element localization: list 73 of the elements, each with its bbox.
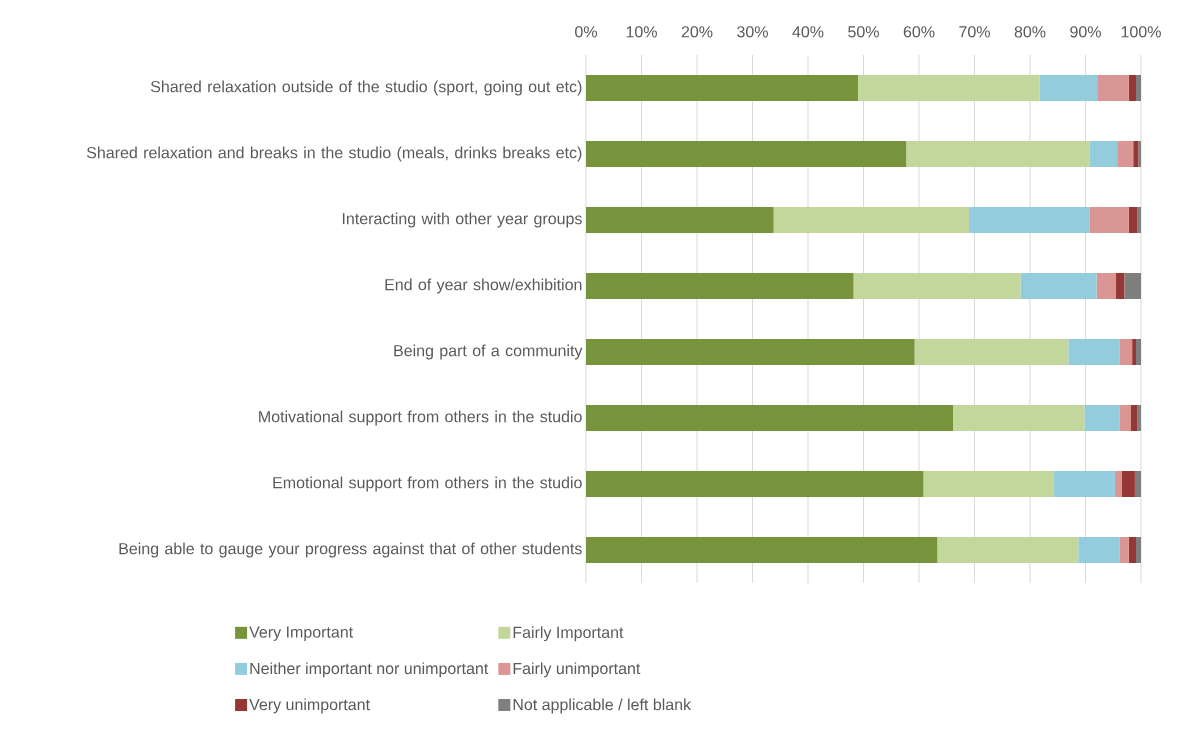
bar — [1068, 339, 1120, 366]
bar — [1131, 405, 1138, 432]
y-tick-label: Emotional support from others in the studio — [273, 476, 582, 492]
bar — [1121, 471, 1135, 498]
bar — [1089, 207, 1129, 234]
bar — [586, 207, 774, 234]
bar — [1136, 537, 1141, 564]
bar — [1137, 207, 1141, 234]
bar — [857, 75, 1040, 102]
legend-label: Fairly Important — [513, 626, 624, 642]
x-tick-label: 80% — [1014, 26, 1046, 38]
bar — [1039, 75, 1098, 102]
legend-label: Very unimportant — [249, 698, 370, 714]
bar — [953, 405, 1085, 432]
bar — [1084, 405, 1120, 432]
bar — [586, 537, 938, 564]
bar — [1136, 75, 1141, 102]
bar — [773, 207, 969, 234]
bar — [853, 273, 1021, 300]
bar — [586, 141, 907, 168]
bar — [923, 471, 1054, 498]
y-tick-label: Shared relaxation and breaks in the studio (meals, drinks breaks etc) — [86, 146, 582, 162]
bar — [1137, 405, 1141, 432]
y-tick-label: Shared relaxation outside of the studio (sport, going out etc) — [150, 80, 582, 96]
x-tick-label: 50% — [848, 26, 879, 38]
x-tick-label: 30% — [737, 26, 768, 38]
bar — [937, 537, 1079, 564]
bar — [586, 471, 924, 498]
x-tick-label: 60% — [903, 26, 935, 38]
bar — [1096, 273, 1117, 300]
x-tick-label: 40% — [792, 26, 824, 38]
bar — [586, 75, 858, 102]
bar — [1128, 75, 1137, 102]
bar — [1138, 141, 1141, 168]
bar — [1117, 141, 1134, 168]
bar — [1078, 537, 1120, 564]
bar — [1128, 207, 1138, 234]
bar — [1089, 141, 1118, 168]
bar — [914, 339, 1069, 366]
bar — [586, 405, 954, 432]
bar — [1136, 339, 1141, 366]
bar — [1097, 75, 1129, 102]
bar — [586, 273, 854, 300]
bar — [1124, 273, 1141, 300]
x-tick-label: 0% — [575, 26, 597, 38]
x-tick-label: 90% — [1070, 26, 1101, 38]
x-tick-label: 10% — [626, 26, 657, 38]
y-tick-label: Motivational support from others in the studio — [259, 410, 582, 426]
bar — [1119, 339, 1133, 366]
bar — [1053, 471, 1115, 498]
x-tick-label: 20% — [681, 26, 713, 38]
y-tick-label: End of year show/exhibition — [385, 278, 582, 294]
legend-label: Not applicable / left blank — [513, 698, 692, 714]
bar — [1119, 537, 1129, 564]
bar — [1119, 405, 1132, 432]
bar — [1132, 339, 1137, 366]
bar — [1134, 471, 1141, 498]
legend-label: Very Important — [249, 626, 354, 641]
bar — [1116, 273, 1125, 300]
bar — [1020, 273, 1097, 300]
y-tick-label: Being part of a community — [394, 344, 583, 360]
x-tick-label: 100% — [1121, 26, 1161, 38]
y-tick-label: Being able to gauge your progress against that of other students — [119, 542, 582, 558]
bar — [1114, 471, 1122, 498]
legend-label: Fairly unimportant — [513, 662, 641, 678]
bar — [1128, 537, 1137, 564]
bar — [586, 339, 915, 366]
bar — [906, 141, 1090, 168]
bar — [1133, 141, 1139, 168]
x-tick-label: 70% — [959, 26, 990, 38]
legend-label: Neither important nor unimportant — [250, 662, 489, 678]
bar — [968, 207, 1090, 234]
y-tick-label: Interacting with other year groups — [342, 212, 582, 228]
